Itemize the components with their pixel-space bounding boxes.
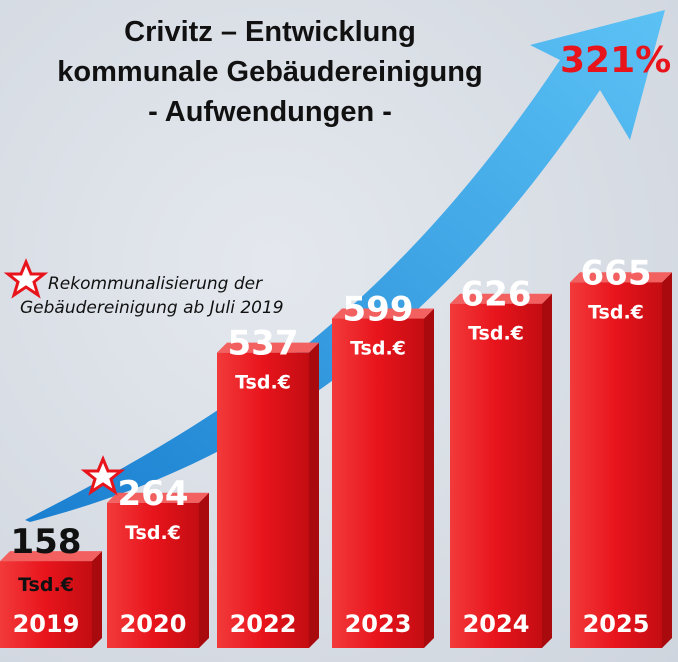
year-label: 2019 <box>13 610 80 638</box>
bar-side <box>542 293 552 648</box>
bar-side <box>92 551 102 648</box>
bar-face <box>107 502 199 648</box>
bar-side <box>309 342 319 648</box>
title-line: - Aufwendungen - <box>148 96 392 128</box>
value-label: 158 <box>11 522 82 562</box>
year-label: 2023 <box>345 610 412 638</box>
bar-face <box>570 282 662 648</box>
bar-2019: 158 Tsd.€ 2019 <box>0 522 102 648</box>
bar-top <box>450 293 552 304</box>
bar-face <box>217 352 309 648</box>
bar-face <box>332 318 424 648</box>
title-line: Crivitz – Entwicklung <box>124 16 416 48</box>
annotation-line: Gebäudereinigung ab Juli 2019 <box>20 298 284 318</box>
bar-top <box>107 492 209 503</box>
bar-2024: 626 Tsd.€ 2024 <box>450 275 552 648</box>
bar-top <box>332 308 434 319</box>
title-line: kommunale Gebäudereinigung <box>57 56 483 88</box>
bar-side <box>662 272 672 648</box>
bar-2025: 665 Tsd.€ 2025 <box>570 253 672 648</box>
value-label: 599 <box>343 290 414 330</box>
unit-label: Tsd.€ <box>235 372 291 394</box>
unit-label: Tsd.€ <box>18 574 74 596</box>
value-label: 626 <box>461 275 532 315</box>
bar-face <box>0 561 92 648</box>
bar-2023: 599 Tsd.€ 2023 <box>332 290 434 648</box>
star-icon <box>80 455 126 496</box>
value-label: 264 <box>118 474 189 514</box>
bar-top <box>570 272 672 283</box>
bar-face <box>450 303 542 648</box>
year-label: 2024 <box>463 610 530 638</box>
year-label: 2025 <box>583 610 650 638</box>
annotation-line: Rekommunalisierung der <box>48 274 263 294</box>
bar-top <box>0 551 102 562</box>
star-icon <box>3 258 49 299</box>
unit-label: Tsd.€ <box>350 338 406 360</box>
unit-label: Tsd.€ <box>588 301 644 323</box>
bar-top <box>217 342 319 353</box>
growth-arrow <box>25 10 665 522</box>
annotation: Rekommunalisierung der Gebäudereinigung … <box>20 272 284 320</box>
growth-label: 321% <box>560 40 672 81</box>
bar-2022: 537 Tsd.€ 2022 <box>217 324 319 648</box>
unit-label: Tsd.€ <box>125 522 181 544</box>
unit-label: Tsd.€ <box>468 323 524 345</box>
value-label: 537 <box>228 324 299 364</box>
year-label: 2022 <box>230 610 297 638</box>
bar-side <box>199 492 209 648</box>
year-label: 2020 <box>120 610 187 638</box>
value-label: 665 <box>581 253 652 293</box>
chart-title: Crivitz – Entwicklung kommunale Gebäuder… <box>0 12 540 132</box>
bar-side <box>424 308 434 648</box>
bar-2020: 264 Tsd.€ 2020 <box>107 474 209 648</box>
